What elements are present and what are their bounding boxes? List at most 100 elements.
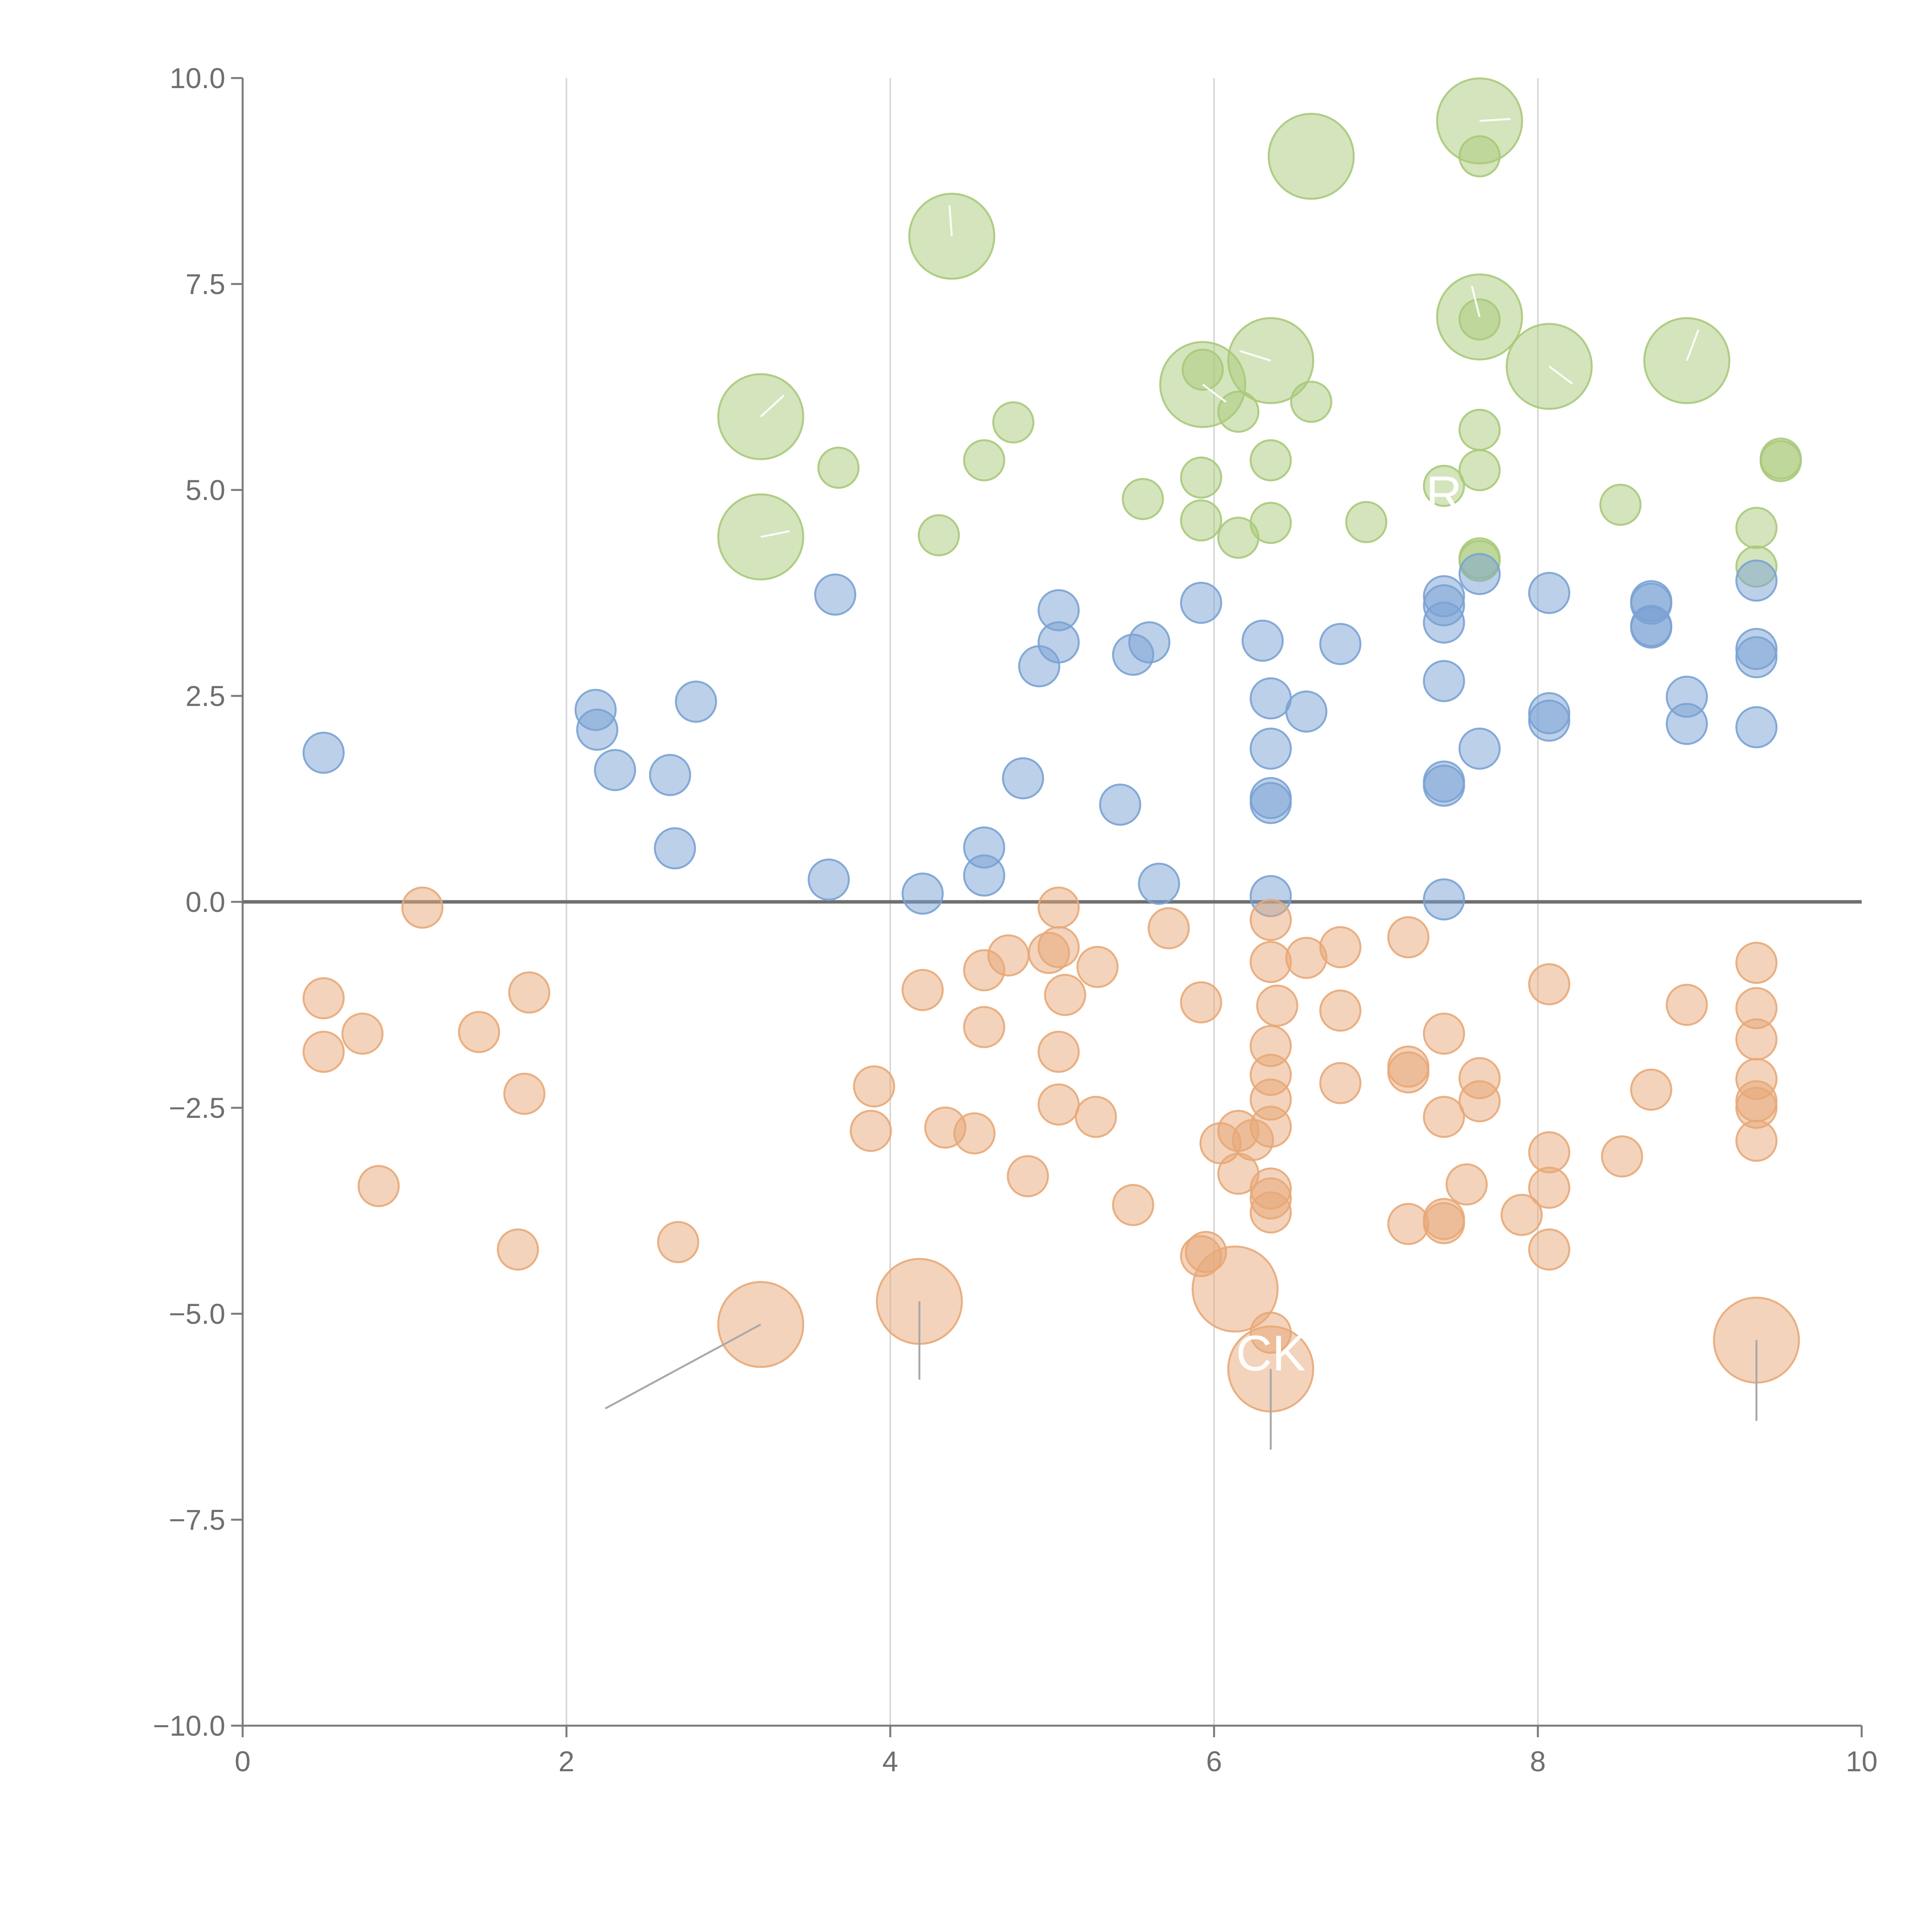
orange-point <box>458 1011 500 1053</box>
orange-point <box>1180 981 1222 1024</box>
green-point <box>1599 483 1642 526</box>
orange-point <box>1250 899 1292 941</box>
orange-point <box>901 969 944 1011</box>
y-tick-label: 10.0 <box>170 62 225 94</box>
bubble-mark <box>1202 384 1227 403</box>
orange-point <box>1075 1095 1117 1138</box>
blue-point <box>808 858 850 901</box>
orange-point <box>1112 1184 1154 1226</box>
data-points <box>303 77 1802 1413</box>
bubble-mark <box>760 530 790 538</box>
blue-point <box>1250 677 1292 719</box>
green-point <box>1217 390 1260 433</box>
bubble-mark <box>1686 329 1699 361</box>
green-point <box>918 514 960 556</box>
blue-point <box>1180 582 1222 624</box>
y-tick-label: −7.5 <box>169 1504 225 1536</box>
bubble-mark <box>1480 118 1511 122</box>
green-point <box>1250 439 1292 481</box>
blue-point <box>1423 878 1465 921</box>
orange-point <box>853 1065 895 1108</box>
orange-point <box>1528 1167 1570 1209</box>
orange-point <box>1250 941 1292 983</box>
blue-point <box>654 827 696 869</box>
orange-point <box>850 1110 892 1152</box>
orange-point <box>963 1006 1005 1048</box>
blue-point <box>594 749 636 791</box>
orange-point <box>1191 1245 1279 1333</box>
y-tick-label: 5.0 <box>185 474 225 506</box>
green-point <box>817 446 860 489</box>
blue-point <box>303 731 345 774</box>
green-point <box>1290 381 1332 423</box>
green-point <box>1122 478 1164 520</box>
blue-point <box>1630 606 1672 649</box>
blue-point <box>1099 783 1141 826</box>
orange-point <box>1044 974 1087 1016</box>
orange-point <box>1387 916 1430 959</box>
orange-point <box>963 949 1005 992</box>
orange-point <box>1601 1135 1643 1178</box>
green-point <box>1458 298 1501 341</box>
orange-point <box>1285 937 1328 979</box>
green-point <box>963 439 1005 481</box>
bubble-mark <box>1239 350 1271 362</box>
orange-point <box>1037 886 1080 929</box>
x-tick-label: 0 <box>235 1745 250 1777</box>
blue-point <box>649 754 691 796</box>
green-point <box>1458 408 1501 451</box>
orange-point <box>1423 1202 1465 1244</box>
blue-point <box>1242 619 1284 662</box>
x-tick-label: 4 <box>882 1745 898 1777</box>
orange-point <box>497 1228 539 1271</box>
annotations: CK R <box>605 118 1758 1450</box>
orange-point <box>1630 1068 1672 1111</box>
leader-line <box>605 1323 761 1410</box>
blue-point <box>1319 623 1362 665</box>
blue-point <box>1423 601 1465 644</box>
orange-point <box>1387 1051 1430 1094</box>
orange-point <box>303 977 345 1019</box>
orange-point <box>1256 985 1298 1027</box>
blue-point <box>1528 699 1570 742</box>
blue-point <box>675 680 717 723</box>
y-tick-label: −2.5 <box>169 1092 225 1124</box>
blue-point <box>901 872 944 915</box>
bubble-mark <box>948 205 953 236</box>
orange-point <box>357 1165 400 1208</box>
green-point <box>992 401 1034 444</box>
orange-point <box>1665 984 1708 1026</box>
orange-point <box>953 1112 996 1155</box>
bubble-mark <box>1471 286 1481 317</box>
orange-point <box>1458 1080 1501 1122</box>
x-tick-label: 6 <box>1206 1745 1222 1777</box>
blue-point <box>1112 633 1154 676</box>
orange-point <box>1446 1163 1488 1206</box>
green-point <box>1217 517 1260 559</box>
orange-point <box>1423 1012 1465 1055</box>
annotation-label: CK <box>1236 1325 1306 1381</box>
blue-point <box>1735 706 1778 748</box>
blue-point <box>1002 757 1044 799</box>
orange-point <box>1528 1131 1570 1173</box>
orange-point <box>657 1221 699 1264</box>
orange-point <box>1076 946 1119 988</box>
bubble-mark <box>1548 366 1573 385</box>
blue-point <box>1458 727 1501 770</box>
green-point <box>1267 113 1355 200</box>
orange-point <box>1735 1119 1778 1162</box>
orange-point <box>508 971 551 1014</box>
blue-point <box>963 854 1005 897</box>
orange-point <box>1037 1031 1080 1073</box>
orange-point <box>1735 1018 1778 1061</box>
orange-point <box>1319 989 1362 1032</box>
blue-point <box>1458 553 1501 595</box>
orange-point <box>1387 1203 1430 1245</box>
blue-point <box>1528 572 1570 614</box>
green-point <box>1458 449 1501 492</box>
orange-point <box>1500 1194 1543 1236</box>
orange-point <box>1735 942 1778 984</box>
y-tick-label: 0.0 <box>185 886 225 918</box>
x-tick-label: 2 <box>558 1745 574 1777</box>
blue-point <box>1423 764 1465 807</box>
